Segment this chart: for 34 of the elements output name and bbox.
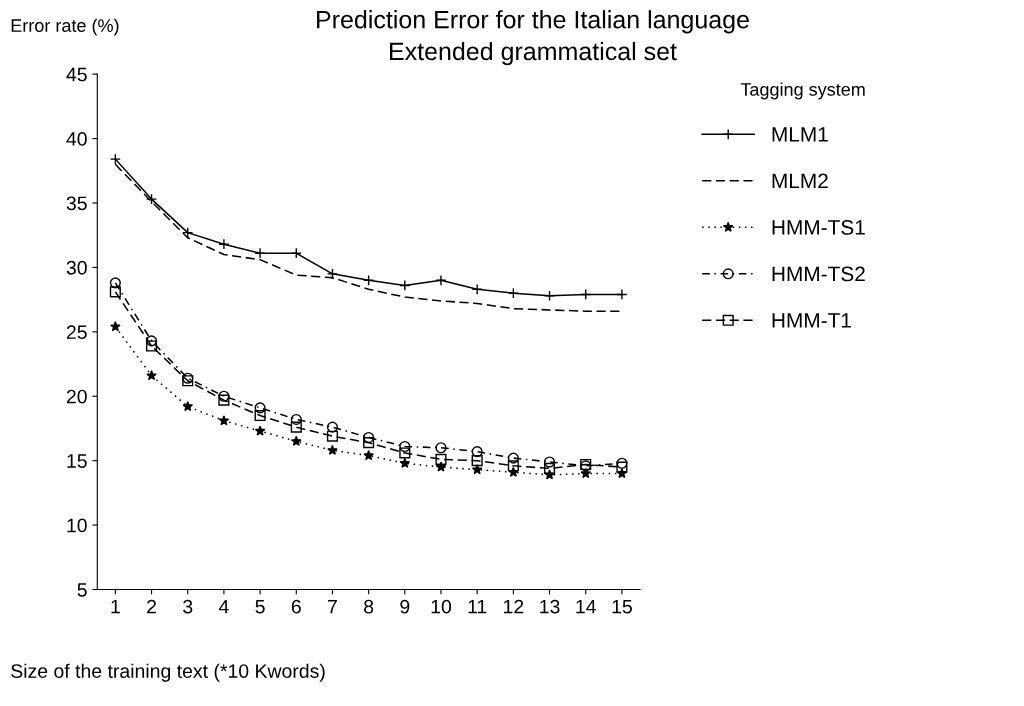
y-axis-title: Error rate (%) (11, 18, 119, 36)
x-tick-label: 1 (111, 599, 120, 614)
x-tick-label: 2 (147, 599, 156, 614)
chart-subtitle: Extended grammatical set (390, 41, 677, 66)
y-tick-label: 5 (77, 583, 87, 597)
x-tick-label: 9 (400, 599, 410, 614)
legend-label: MLM2 (772, 173, 828, 189)
legend-label: HMM-TS1 (772, 220, 865, 235)
y-tick-label: 25 (66, 325, 87, 340)
x-tick-label: 14 (576, 599, 596, 614)
legend-title: Tagging system (740, 82, 865, 100)
x-tick-label: 12 (504, 599, 524, 614)
y-tick-label: 40 (66, 132, 87, 146)
x-tick-label: 6 (291, 599, 301, 614)
x-tick-label: 11 (468, 599, 487, 614)
chart-title: Prediction Error for the Italian language (317, 10, 749, 34)
legend-label: HMM-TS2 (772, 266, 865, 282)
legend-label: MLM1 (772, 127, 828, 142)
y-tick-label: 35 (66, 196, 87, 211)
x-tick-label: 8 (364, 599, 374, 614)
legend-label: HMM-T1 (772, 313, 851, 328)
x-tick-label: 15 (612, 599, 632, 614)
x-tick-label: 13 (540, 599, 560, 614)
x-tick-label: 10 (431, 599, 452, 614)
x-tick-label: 7 (328, 599, 337, 614)
x-tick-label: 5 (255, 599, 265, 614)
y-tick-label: 20 (66, 389, 87, 404)
y-tick-label: 30 (66, 260, 87, 275)
x-tick-label: 3 (183, 599, 193, 614)
x-axis-title: Size of the training text (*10 Kwords) (11, 663, 325, 682)
x-tick-label: 4 (218, 599, 229, 614)
y-tick-label: 45 (66, 67, 87, 82)
y-tick-label: 15 (67, 454, 87, 468)
y-tick-label: 10 (67, 518, 87, 533)
